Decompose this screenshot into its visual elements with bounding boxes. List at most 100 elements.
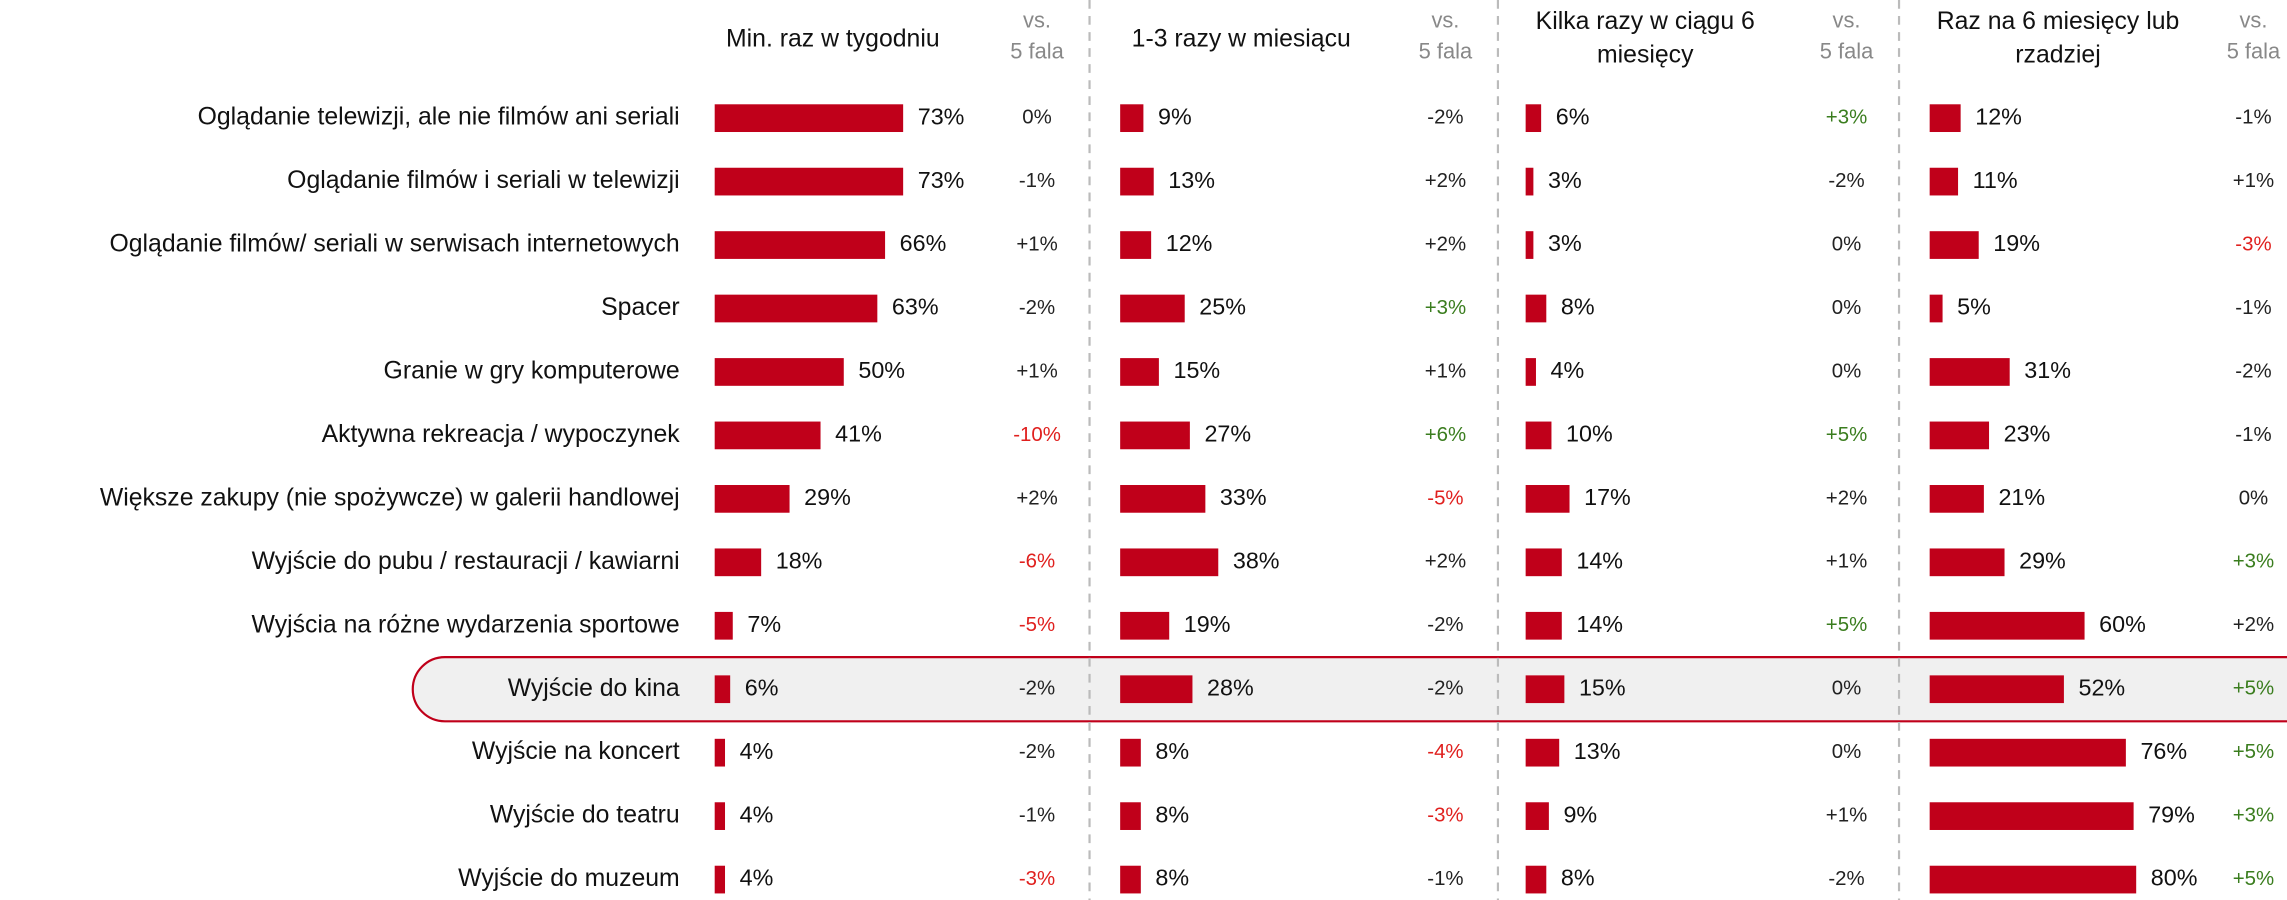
- change-label: +1%: [1425, 360, 1466, 382]
- value-label: 80%: [2151, 865, 2198, 891]
- value-label: 28%: [1207, 674, 1254, 700]
- value-label: 8%: [1155, 801, 1189, 827]
- bar: [1929, 358, 2010, 386]
- value-label: 3%: [1548, 167, 1582, 193]
- bar: [1929, 738, 2126, 767]
- value-label: 8%: [1155, 738, 1189, 764]
- value-label: 4%: [740, 801, 774, 827]
- change-label: -2%: [1828, 868, 1864, 890]
- bar: [1120, 167, 1154, 196]
- change-label: +5%: [1826, 424, 1867, 446]
- change-header: 5 fala: [2227, 38, 2281, 63]
- panel-header: 1-3 razy w miesiącu: [1131, 24, 1351, 52]
- value-label: 29%: [804, 484, 851, 510]
- value-label: 8%: [1561, 294, 1595, 320]
- bar: [1120, 421, 1190, 450]
- value-label: 15%: [1173, 357, 1220, 383]
- bar: [714, 675, 731, 704]
- value-label: 76%: [2140, 738, 2187, 764]
- change-label: 0%: [1832, 233, 1861, 255]
- change-label: -2%: [1019, 678, 1055, 700]
- change-label: 0%: [1832, 360, 1861, 382]
- bar: [714, 802, 726, 830]
- value-label: 6%: [1556, 103, 1590, 129]
- bar: [1525, 358, 1536, 386]
- bar: [1929, 485, 1984, 513]
- value-label: 4%: [740, 738, 774, 764]
- value-label: 19%: [1184, 611, 1231, 637]
- value-label: 19%: [1993, 230, 2040, 256]
- bar: [714, 231, 886, 259]
- bar: [1120, 865, 1141, 894]
- value-label: 33%: [1220, 484, 1267, 510]
- bar: [714, 611, 733, 640]
- value-label: 6%: [745, 674, 779, 700]
- value-label: 12%: [1975, 103, 2022, 129]
- change-label: -5%: [1019, 614, 1055, 636]
- change-label: +2%: [1016, 487, 1057, 509]
- bar: [1929, 865, 2137, 894]
- category-label: Wyjście do muzeum: [458, 865, 679, 892]
- bar: [714, 738, 726, 767]
- change-label: +1%: [1826, 551, 1867, 573]
- bar: [1120, 231, 1152, 259]
- change-header: vs.: [1833, 8, 1861, 33]
- value-label: 12%: [1166, 230, 1213, 256]
- change-label: 0%: [1832, 678, 1861, 700]
- change-label: -1%: [2235, 424, 2271, 446]
- change-label: +6%: [1425, 424, 1466, 446]
- change-label: +1%: [1016, 233, 1057, 255]
- change-label: -3%: [1427, 805, 1463, 827]
- bar: [714, 294, 878, 323]
- value-label: 9%: [1563, 801, 1597, 827]
- bar: [714, 358, 844, 386]
- bar: [1929, 548, 2005, 577]
- value-label: 73%: [918, 167, 965, 193]
- value-label: 23%: [2004, 421, 2051, 447]
- change-label: -1%: [2235, 107, 2271, 129]
- change-label: -3%: [1019, 868, 1055, 890]
- bar: [1929, 675, 2064, 704]
- panel-header: Raz na 6 miesięcy lub rzadziej: [1936, 7, 2180, 69]
- value-label: 11%: [1973, 167, 2018, 193]
- bar: [1525, 738, 1560, 767]
- change-label: +2%: [1826, 487, 1867, 509]
- value-label: 5%: [1957, 294, 1991, 320]
- change-header: 5 fala: [1419, 38, 1473, 63]
- change-label: +2%: [1425, 233, 1466, 255]
- bar: [1929, 611, 2085, 640]
- change-label: -1%: [2235, 297, 2271, 319]
- change-label: 0%: [1022, 107, 1051, 129]
- value-label: 73%: [918, 103, 965, 129]
- change-header: 5 fala: [1820, 38, 1874, 63]
- change-header: vs.: [1431, 8, 1459, 33]
- value-label: 17%: [1584, 484, 1631, 510]
- value-label: 31%: [2024, 357, 2071, 383]
- value-label: 21%: [1998, 484, 2045, 510]
- change-label: +2%: [2233, 614, 2274, 636]
- value-label: 79%: [2148, 801, 2195, 827]
- change-label: +1%: [1016, 360, 1057, 382]
- change-label: +3%: [1425, 297, 1466, 319]
- bar: [1120, 611, 1170, 640]
- value-label: 13%: [1574, 738, 1621, 764]
- change-label: -1%: [1427, 868, 1463, 890]
- bar: [714, 167, 904, 196]
- category-label: Wyjście na koncert: [472, 738, 680, 765]
- change-header: 5 fala: [1010, 38, 1064, 63]
- change-label: +3%: [2233, 805, 2274, 827]
- bar: [1525, 485, 1570, 513]
- value-label: 13%: [1168, 167, 1215, 193]
- change-label: -2%: [1019, 741, 1055, 763]
- change-label: +2%: [1425, 170, 1466, 192]
- bar: [1120, 675, 1193, 704]
- change-label: +5%: [2233, 678, 2274, 700]
- value-label: 15%: [1579, 674, 1626, 700]
- value-label: 3%: [1548, 230, 1582, 256]
- change-label: -1%: [1019, 805, 1055, 827]
- change-label: +5%: [1826, 614, 1867, 636]
- category-label: Wyjście do teatru: [490, 802, 680, 829]
- bar: [1120, 802, 1141, 830]
